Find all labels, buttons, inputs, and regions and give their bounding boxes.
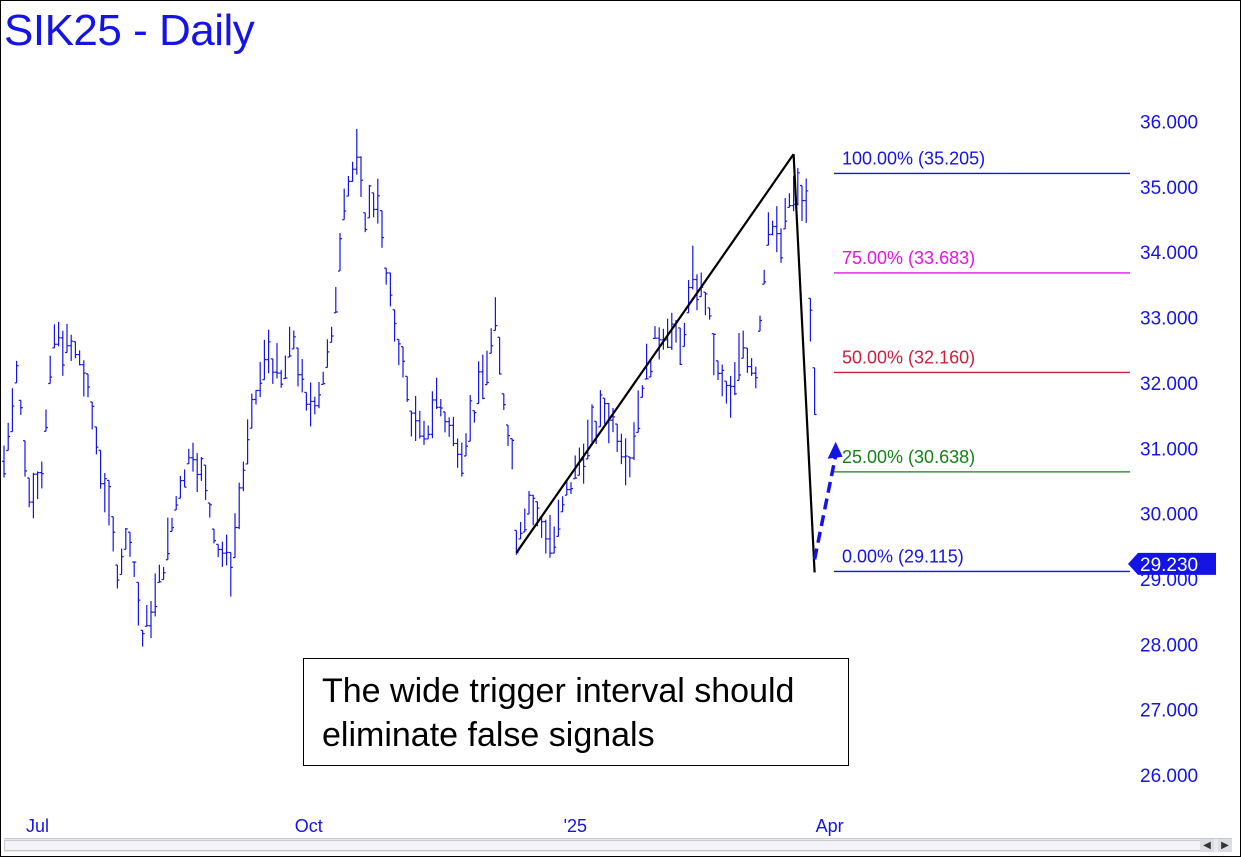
x-axis: Jul Oct '25 Apr (26, 816, 844, 836)
annotation-box: The wide trigger interval should elimina… (303, 658, 849, 766)
x-tick-label: Apr (816, 816, 844, 836)
y-tick-label: 35.000 (1140, 178, 1198, 199)
fib-level-label: 25.00% (30.638) (842, 447, 975, 467)
y-tick-label: 31.000 (1140, 439, 1198, 460)
pattern-line (515, 153, 795, 554)
y-tick-label: 33.000 (1140, 309, 1198, 330)
y-tick-label: 29.000 (1140, 570, 1198, 591)
y-tick-label: 26.000 (1140, 766, 1198, 787)
pattern-line (792, 154, 816, 573)
pattern-lines (515, 153, 816, 573)
fib-level-label: 50.00% (32.160) (842, 347, 975, 367)
y-tick-label: 34.000 (1140, 243, 1198, 264)
x-tick-label: Jul (26, 816, 49, 836)
price-bars (2, 128, 817, 647)
last-price-tag: 29.230 (1128, 552, 1216, 576)
y-tick-label: 32.000 (1140, 374, 1198, 395)
horizontal-scrollbar[interactable]: ◀ ▶ (4, 838, 1232, 852)
annotation-line-2: eliminate false signals (322, 716, 655, 754)
scroll-left-button[interactable]: ◀ (1200, 839, 1214, 852)
y-axis: 26.000 27.000 28.000 29.000 30.000 31.000 32.0… (1140, 113, 1198, 788)
fib-level-label: 100.00% (35.205) (842, 148, 985, 168)
x-tick-label: Oct (295, 816, 323, 836)
y-tick-label: 36.000 (1140, 113, 1198, 134)
projection-arrow (812, 441, 843, 560)
fib-level-label: 0.00% (29.115) (842, 546, 964, 566)
chart-title: SIK25 - Daily (4, 6, 255, 55)
scroll-right-button[interactable]: ▶ (1218, 839, 1232, 852)
scrollbar-thumb[interactable] (4, 840, 1204, 851)
fib-retracement-levels: 100.00% (35.205) 75.00% (33.683) 50.00% (3… (834, 148, 1130, 573)
x-tick-label: '25 (564, 816, 587, 836)
y-tick-label: 28.000 (1140, 635, 1198, 656)
projection-arrow-shaft (812, 455, 838, 560)
last-price-marker (1128, 552, 1216, 575)
projection-arrow-head (827, 441, 843, 459)
last-price-label: 29.230 (1140, 555, 1198, 576)
fib-level-label: 75.00% (33.683) (842, 248, 975, 268)
y-tick-label: 30.000 (1140, 505, 1198, 526)
annotation-line-1: The wide trigger interval should (322, 672, 795, 710)
y-tick-label: 27.000 (1140, 701, 1198, 722)
